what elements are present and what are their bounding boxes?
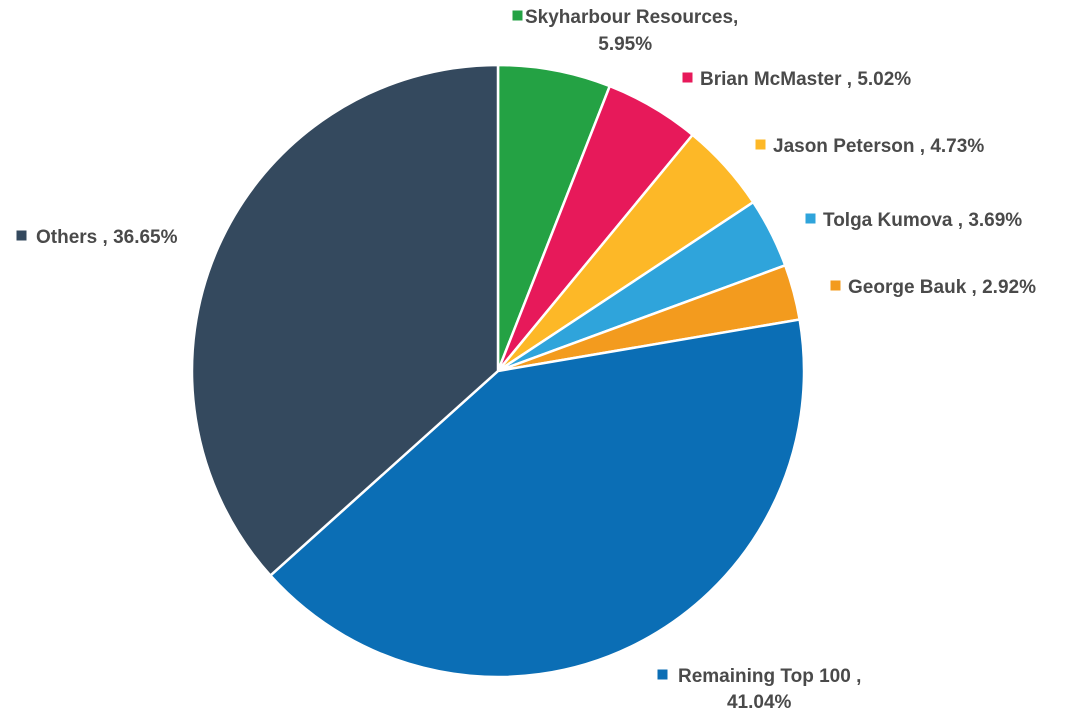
slice-name: Remaining Top 100 , — [678, 666, 861, 687]
legend-marker — [829, 279, 842, 292]
pie-labels: Skyharbour Resources, 5.95% Brian McMaster… — [15, 7, 1036, 713]
slice-name-value: Jason Peterson , 4.73% — [773, 136, 984, 157]
slice-value: 41.04% — [727, 692, 792, 713]
legend-marker — [511, 9, 524, 22]
legend-marker — [804, 212, 817, 225]
slice-label: Tolga Kumova , 3.69% — [804, 210, 1022, 231]
pie-slice — [190, 63, 500, 578]
slice-label: Others , 36.65% — [15, 227, 178, 248]
pie-slice — [268, 318, 806, 679]
legend-marker — [754, 138, 767, 151]
slice-label: George Bauk , 2.92% — [829, 277, 1036, 298]
slice-name-value: Tolga Kumova , 3.69% — [823, 210, 1022, 231]
pie-slices — [190, 63, 806, 679]
slice-label: Jason Peterson , 4.73% — [754, 136, 984, 157]
slice-name-value: George Bauk , 2.92% — [848, 277, 1036, 298]
legend-marker — [681, 71, 694, 84]
slice-value: 5.95% — [598, 34, 652, 55]
slice-name: Skyharbour Resources, — [525, 7, 738, 28]
slice-label: Skyharbour Resources, 5.95% — [511, 7, 738, 55]
slice-label: Remaining Top 100 , 41.04% — [656, 666, 861, 713]
slice-label: Brian McMaster , 5.02% — [681, 69, 911, 90]
slice-name-value: Brian McMaster , 5.02% — [700, 69, 911, 90]
slice-name-value: Others , 36.65% — [36, 227, 178, 248]
legend-marker — [15, 229, 28, 242]
legend-marker — [656, 668, 669, 681]
